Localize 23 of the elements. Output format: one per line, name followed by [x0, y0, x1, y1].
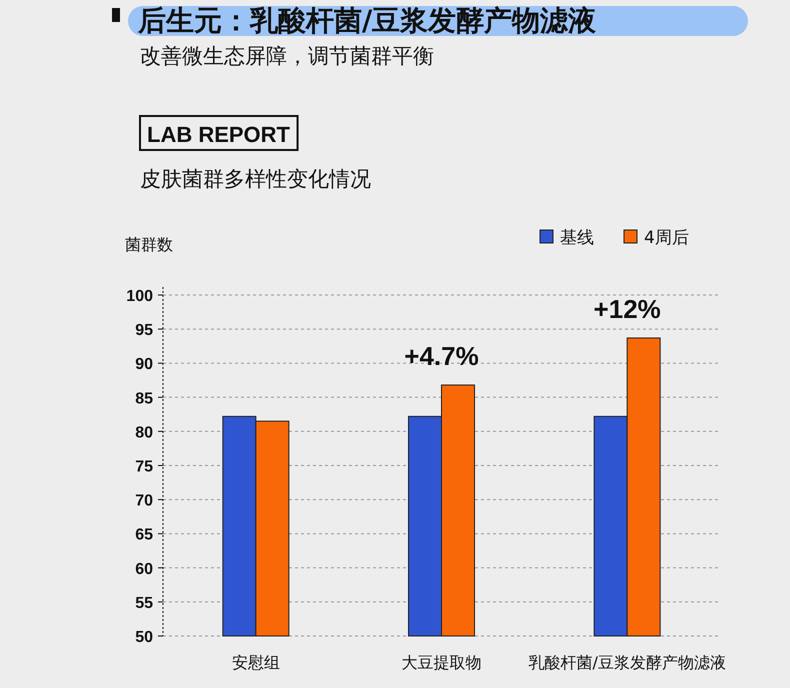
y-tick-label: 90: [135, 356, 154, 374]
chart-subtitle: 改善微生态屏障，调节菌群平衡: [140, 44, 434, 68]
y-tick-label: 100: [126, 288, 154, 305]
text: LAB REPORT: [147, 122, 291, 147]
y-tick-label: 60: [135, 560, 154, 578]
legend-label: 4周后: [644, 228, 689, 248]
y-tick-label: 55: [135, 594, 154, 612]
y-tick-label: 65: [135, 526, 154, 544]
y-tick-label: 85: [135, 390, 154, 408]
annotation: +4.7%: [404, 341, 479, 372]
y-tick-label: 70: [135, 492, 154, 510]
annotation: +12%: [594, 294, 661, 324]
x-tick-label: 大豆提取物: [402, 653, 482, 672]
y-tick-label: 80: [135, 424, 154, 442]
y-tick-label: 50: [135, 629, 154, 646]
chart-title: 后生元：乳酸杆菌/豆浆发酵产物滤液: [137, 4, 598, 37]
legend-label: 基线: [560, 228, 594, 248]
text: 皮肤菌群多样性变化情况: [140, 167, 371, 191]
y-axis-title: 菌群数: [125, 235, 173, 254]
x-tick-label: 乳酸杆菌/豆浆发酵产物滤液: [528, 653, 726, 672]
y-tick-label: 95: [135, 322, 154, 340]
x-tick-label: 安慰组: [232, 653, 280, 672]
y-tick-label: 75: [135, 458, 154, 476]
